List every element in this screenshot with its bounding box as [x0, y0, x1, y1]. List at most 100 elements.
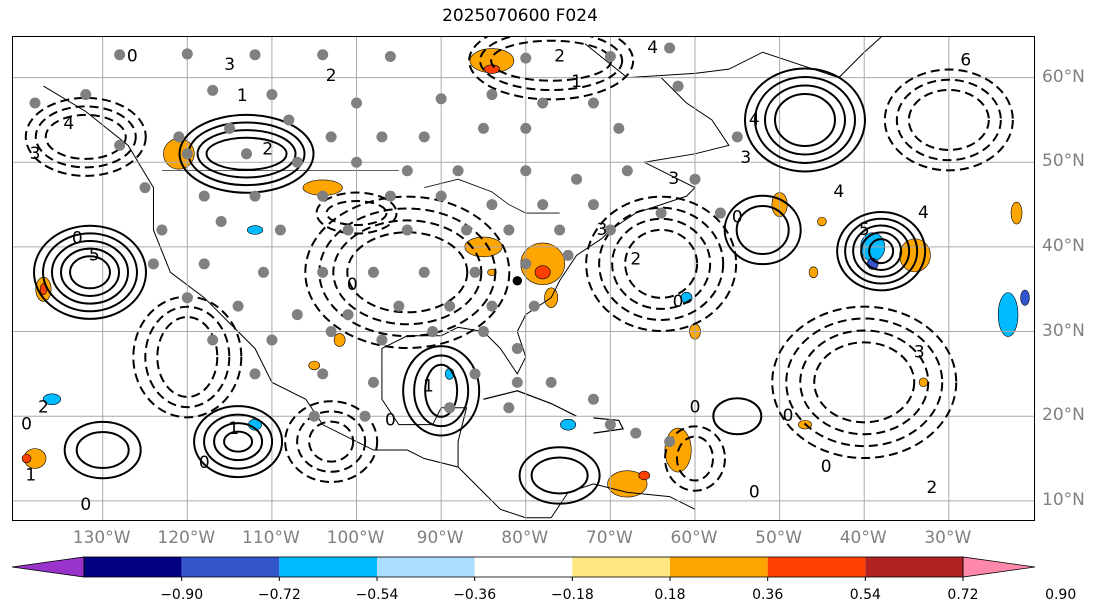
low-contour — [325, 200, 388, 227]
low-contour — [611, 217, 712, 310]
contour-label: 6 — [960, 51, 971, 71]
colorbar-tick-label: 0.36 — [752, 587, 784, 603]
station-dot — [655, 207, 667, 219]
anomaly-patch — [483, 64, 500, 74]
low-contour — [156, 315, 219, 398]
station-dot — [630, 427, 642, 439]
station-dot — [351, 156, 363, 168]
anomaly-patch — [42, 393, 62, 406]
low-contour — [308, 420, 355, 463]
low-contour — [664, 425, 726, 492]
contour-label: 1 — [571, 72, 582, 92]
latitude-label: 60°N — [1042, 66, 1085, 87]
colorbar-tick-label: 0.18 — [654, 587, 686, 603]
station-dot — [342, 224, 354, 236]
anomaly-patch — [534, 265, 551, 280]
high-contour — [860, 231, 903, 271]
shaded-anomaly-layer — [21, 48, 1030, 498]
station-dot — [520, 122, 532, 134]
station-dot — [613, 122, 625, 134]
low-contour — [296, 410, 367, 473]
station-dot — [266, 334, 278, 346]
low-contour — [44, 113, 127, 160]
contour-label: 3 — [668, 169, 679, 189]
low-contour — [468, 37, 635, 101]
contour-label: 0 — [127, 46, 138, 66]
contour-label: 4 — [918, 203, 929, 223]
longitude-label: 120°W — [157, 528, 216, 548]
station-dot — [291, 156, 303, 168]
contour-label: 2 — [38, 398, 49, 418]
contour-label: 3 — [224, 55, 235, 75]
contour-lines-layer — [24, 37, 1014, 505]
lat-lon-gridlines — [13, 37, 1034, 520]
high-contour — [42, 232, 138, 313]
low-contour — [479, 37, 624, 92]
station-dot — [215, 216, 227, 228]
colorbar-segment — [767, 557, 866, 577]
station-dot — [520, 52, 532, 64]
colorbar-tick-label: −0.54 — [355, 587, 399, 603]
station-dot — [486, 199, 498, 211]
contour-label: 2 — [262, 140, 273, 160]
station-dot — [664, 436, 676, 448]
station-dot — [80, 89, 92, 101]
station-dot — [181, 292, 193, 304]
station-dot — [342, 309, 354, 321]
low-contour — [799, 329, 930, 436]
anomaly-patch — [512, 276, 523, 286]
low-contour — [771, 305, 958, 460]
latitude-label: 30°N — [1042, 320, 1085, 341]
station-dot — [274, 224, 286, 236]
high-contour — [723, 194, 802, 266]
station-dot — [325, 326, 337, 338]
cuba-outline — [483, 390, 577, 417]
contour-label: 2 — [927, 478, 938, 498]
longitude-label: 90°W — [416, 528, 464, 548]
chart-title: 2025070600 F024 — [442, 6, 598, 26]
longitude-label: 130°W — [72, 528, 131, 548]
colorbar-segment — [670, 557, 768, 577]
station-dot — [207, 334, 219, 346]
high-contour — [223, 430, 254, 453]
longitude-label: 70°W — [585, 528, 633, 548]
colorbar-segment — [181, 557, 280, 577]
contour-label: 4 — [749, 110, 760, 130]
low-contour — [585, 195, 738, 332]
great-lakes-outline — [424, 178, 560, 214]
colorbar-tick-label: −0.72 — [257, 587, 301, 603]
high-contour — [774, 92, 836, 147]
station-dot — [469, 266, 481, 278]
station-dot — [249, 190, 261, 202]
station-dot — [181, 148, 193, 160]
low-contour — [883, 68, 1014, 172]
low-contour — [895, 78, 1002, 162]
station-dot — [401, 165, 413, 177]
station-dot — [427, 326, 439, 338]
colorbar — [11, 556, 1036, 581]
station-dot — [173, 131, 185, 143]
station-dot — [418, 131, 430, 143]
station-dot — [232, 300, 244, 312]
colorbar-segment — [377, 557, 475, 577]
station-dot — [181, 48, 193, 60]
contour-label: 4 — [833, 182, 844, 202]
low-contour — [676, 435, 714, 482]
low-contour — [813, 341, 916, 424]
contour-label: 0 — [80, 495, 91, 515]
latitude-label: 40°N — [1042, 235, 1085, 256]
high-contour — [844, 217, 919, 285]
colorbar-segment — [474, 557, 573, 577]
station-dot — [401, 224, 413, 236]
low-contour — [907, 88, 990, 151]
station-dot — [393, 300, 405, 312]
colorbar-segment — [865, 557, 963, 577]
contour-label: 4 — [63, 114, 74, 134]
station-dot — [325, 131, 337, 143]
station-dot — [257, 266, 269, 278]
station-dot — [249, 49, 261, 61]
low-contour — [34, 105, 137, 169]
station-dot — [317, 190, 329, 202]
high-contour — [518, 446, 601, 505]
high-contour — [424, 363, 459, 418]
